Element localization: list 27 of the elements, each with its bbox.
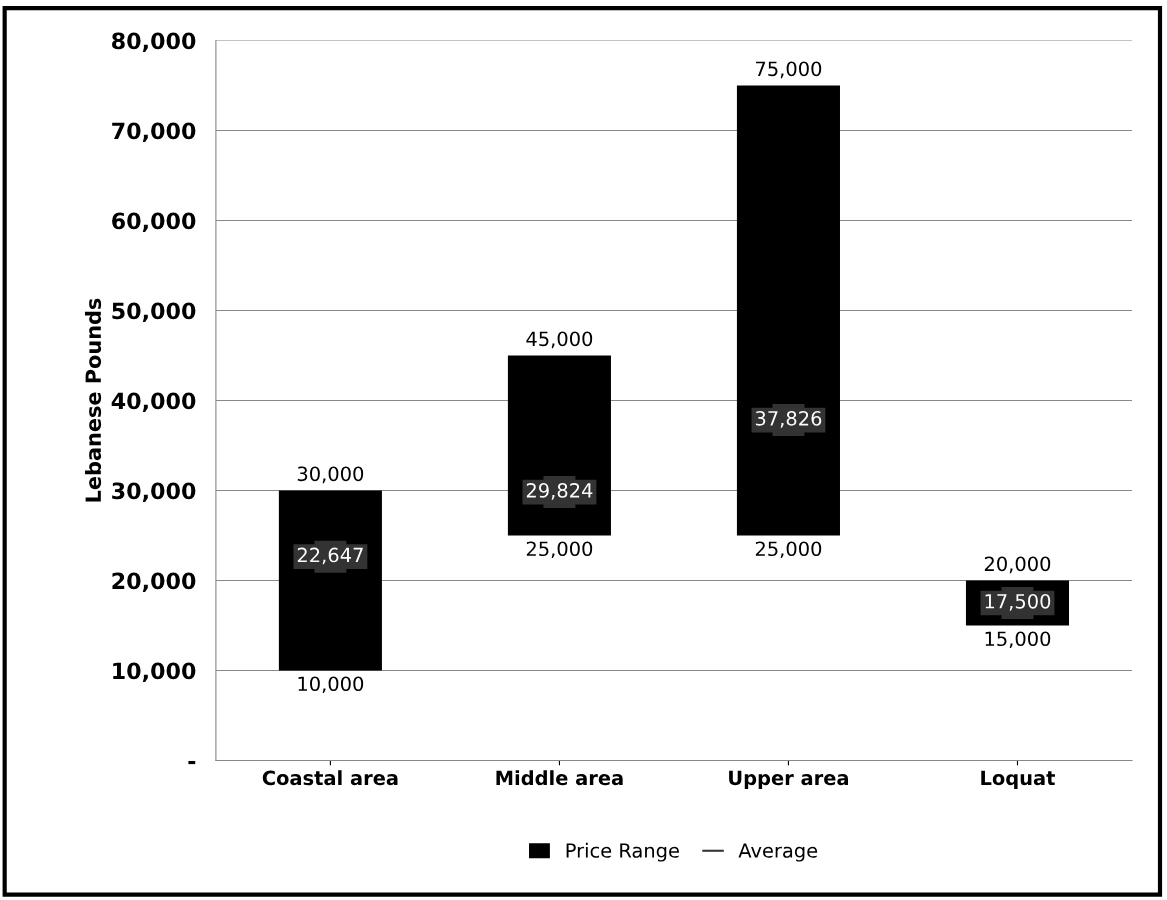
y-tick-label: 70,000: [112, 122, 196, 143]
annotation: 20,000: [984, 556, 1051, 574]
y-axis-title: Lebanese Pounds: [84, 298, 102, 502]
legend-label: Average: [738, 843, 818, 862]
y-tick-label: 10,000: [113, 662, 196, 683]
annotation: 75,000: [756, 61, 822, 79]
y-tick-label: -: [188, 760, 196, 765]
y-tick-label: 20,000: [112, 572, 196, 593]
y-tick-label: 60,000: [112, 212, 196, 233]
y-tick-label: 40,000: [111, 392, 196, 413]
x-tick-label: Middle area: [496, 770, 623, 786]
annotation: 25,000: [526, 541, 593, 559]
y-tick-label: 30,000: [112, 482, 196, 503]
bar: [507, 355, 611, 536]
y-tick-label: 50,000: [112, 302, 196, 323]
annotation: 15,000: [985, 631, 1051, 649]
annotation: 30,000: [297, 466, 364, 484]
annotation: 25,000: [755, 541, 822, 559]
y-tick-label: 80,000: [112, 32, 196, 53]
x-tick-label: Upper area: [729, 770, 849, 790]
x-tick-label: Coastal area: [262, 770, 398, 786]
bar: [736, 85, 840, 536]
bar: [278, 490, 382, 671]
legend-label: Price Range: [566, 842, 679, 862]
annotation: 45,000: [526, 331, 593, 349]
x-tick-label: Loquat: [981, 770, 1055, 790]
annotation: 10,000: [298, 676, 364, 694]
